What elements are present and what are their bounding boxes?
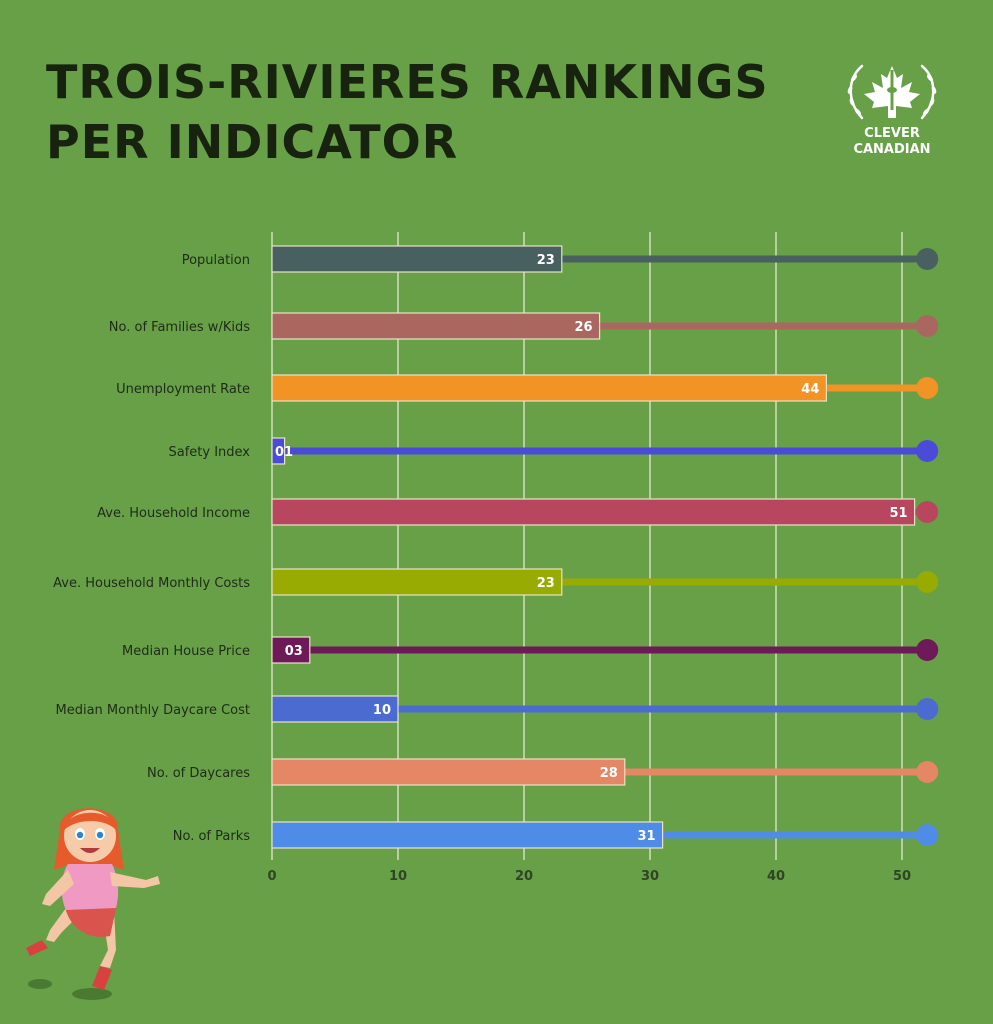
bar-track-end-dot — [916, 377, 939, 399]
bar-value-label: 51 — [890, 506, 908, 521]
bar-value-label: 44 — [801, 382, 819, 397]
bar — [271, 695, 399, 723]
category-label: No. of Families w/Kids — [109, 320, 250, 335]
bar-track-end-dot — [916, 440, 939, 462]
bar-value-label: 10 — [373, 703, 391, 718]
maple-leaf-cn-tower-laurel-icon — [847, 64, 937, 120]
bar-track-end-dot — [916, 639, 939, 661]
logo-text-line-2: CANADIAN — [853, 142, 931, 157]
category-label: No. of Parks — [173, 829, 250, 844]
bar — [271, 374, 828, 402]
running-girl-illustration — [26, 808, 160, 1000]
bar — [271, 498, 916, 526]
bar-value-label: 23 — [537, 253, 555, 268]
bar-value-label: 28 — [600, 766, 618, 781]
x-tick-label: 30 — [641, 869, 659, 884]
x-tick-label: 0 — [267, 869, 276, 884]
bar-track-end-dot — [916, 501, 939, 523]
category-label: Median House Price — [122, 644, 250, 659]
bar — [271, 821, 664, 849]
clever-canadian-logo: CLEVER CANADIAN — [840, 60, 944, 160]
category-label: Ave. Household Income — [97, 506, 250, 521]
bar-track-end-dot — [916, 248, 939, 270]
x-tick-label: 40 — [767, 869, 785, 884]
title-line-2: PER INDICATOR — [46, 115, 459, 169]
bar-value-label: 03 — [285, 644, 303, 659]
title-line-1: TROIS-RIVIERES RANKINGS — [46, 55, 769, 109]
bar-track-end-dot — [916, 824, 939, 846]
bar — [271, 636, 311, 664]
category-label: Population — [182, 253, 250, 268]
bar-value-label: 23 — [537, 576, 555, 591]
bar-value-label: 26 — [575, 320, 593, 335]
bar-track-end-dot — [916, 571, 939, 593]
bar-track-end-dot — [916, 761, 939, 783]
x-tick-label: 50 — [893, 869, 911, 884]
bar-value-label: 01 — [275, 445, 293, 460]
category-label: Unemployment Rate — [116, 382, 250, 397]
bar-value-label: 31 — [638, 829, 656, 844]
x-tick-label: 20 — [515, 869, 533, 884]
bar-track-end-dot — [916, 698, 939, 720]
category-label: Median Monthly Daycare Cost — [56, 703, 250, 718]
category-label: Safety Index — [168, 445, 250, 460]
bar — [271, 437, 286, 465]
bar-track-end-dot — [916, 315, 939, 337]
bar — [271, 245, 563, 273]
bar — [271, 568, 563, 596]
category-label: Ave. Household Monthly Costs — [53, 576, 250, 591]
x-tick-label: 10 — [389, 869, 407, 884]
bar — [271, 758, 626, 786]
logo-text-line-1: CLEVER — [864, 126, 920, 141]
category-label: No. of Daycares — [147, 766, 250, 781]
bar — [271, 312, 601, 340]
page-title: TROIS-RIVIERES RANKINGS PER INDICATOR — [46, 52, 769, 172]
